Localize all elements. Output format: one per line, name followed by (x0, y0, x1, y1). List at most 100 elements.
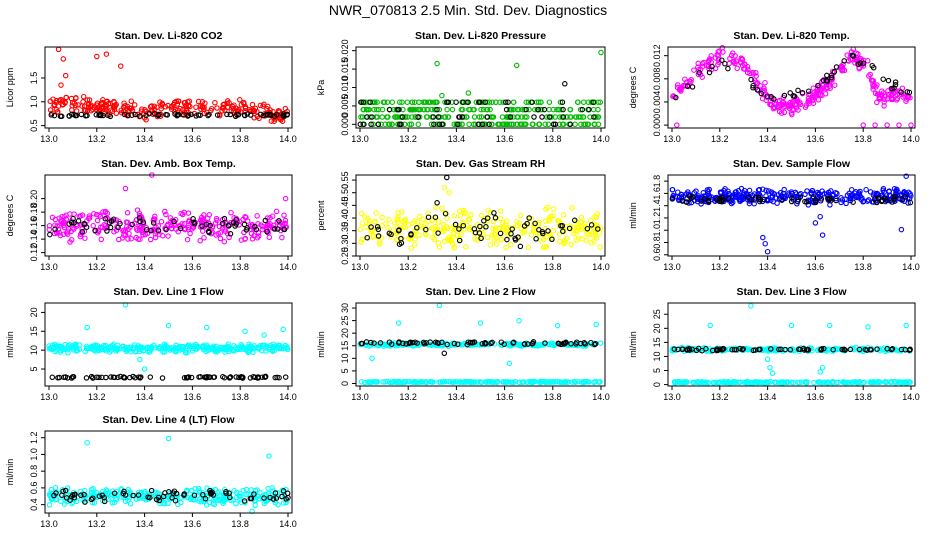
data-point (580, 114, 587, 120)
data-point (584, 121, 591, 128)
data-point (482, 379, 489, 385)
data-point (271, 113, 278, 119)
data-point (162, 208, 168, 215)
data-point (725, 379, 731, 386)
data-point (199, 223, 205, 229)
outlier-point (908, 122, 914, 128)
data-point (359, 236, 365, 243)
data-point (750, 347, 757, 354)
data-point (784, 379, 790, 385)
data-point (698, 198, 704, 204)
data-point (468, 212, 474, 218)
data-point (531, 114, 537, 120)
x-tick-label: 13.6 (184, 392, 202, 402)
y-tick-label: 1.6 (652, 187, 662, 200)
data-point (260, 103, 266, 109)
data-point (496, 121, 503, 128)
outlier-point (441, 350, 448, 357)
data-point (254, 235, 261, 241)
data-point (465, 216, 472, 223)
data-point (414, 379, 421, 386)
data-point (129, 112, 135, 118)
data-point (222, 228, 229, 235)
data-point (128, 349, 134, 355)
data-point (899, 196, 905, 202)
data-point (518, 225, 524, 232)
outlier-point (748, 303, 754, 309)
outlier-point (760, 234, 766, 241)
data-point (276, 218, 282, 224)
panel-title: Stan. Dev. Line 2 Flow (425, 286, 536, 298)
data-point (805, 88, 812, 94)
y-tick-label: 0.30 (340, 235, 350, 253)
data-point (765, 346, 771, 352)
data-point (255, 221, 261, 227)
data-point (575, 99, 581, 105)
data-point (746, 200, 753, 207)
data-point (122, 231, 129, 238)
outlier-point (764, 248, 771, 255)
data-point (500, 227, 507, 233)
data-point (506, 121, 513, 128)
data-point (169, 103, 175, 109)
data-point (575, 378, 581, 385)
outlier-point (137, 356, 143, 363)
data-point (282, 374, 289, 380)
data-point (374, 224, 381, 230)
data-point (484, 114, 491, 120)
data-point (415, 106, 421, 113)
data-point (750, 84, 756, 91)
data-point (454, 379, 460, 385)
data-point (97, 112, 103, 118)
data-point (77, 488, 84, 495)
y-tick-label: 0.25 (340, 247, 350, 265)
data-point (160, 349, 166, 355)
data-point (211, 345, 217, 352)
data-point (737, 198, 743, 205)
data-point (49, 214, 56, 221)
data-point (802, 198, 808, 205)
data-point (61, 219, 67, 225)
data-point (522, 114, 528, 120)
data-point (750, 82, 756, 89)
data-point (892, 79, 899, 85)
panel-title: Stan. Dev. Line 1 Flow (113, 286, 224, 298)
x-tick-label: 13.6 (496, 134, 514, 144)
data-point (581, 340, 587, 346)
data-point (238, 102, 245, 108)
data-point (754, 80, 761, 86)
y-tick-label: 0.004 (652, 91, 662, 114)
data-point (251, 491, 257, 497)
data-point (510, 340, 516, 346)
x-tick-label: 13.6 (807, 262, 825, 272)
panel-title: Stan. Dev. Line 3 Flow (736, 286, 847, 298)
data-point (549, 236, 555, 243)
data-point (163, 211, 169, 218)
data-point (83, 224, 90, 230)
data-point (888, 346, 895, 353)
data-point (533, 236, 539, 242)
data-point (212, 99, 218, 106)
y-tick-label: 0 (340, 381, 350, 386)
data-point (62, 374, 69, 380)
data-point (434, 121, 440, 128)
outlier-point (707, 322, 713, 329)
y-tick-label: 1.2 (29, 431, 39, 444)
outlier-point (446, 189, 452, 196)
data-point (88, 496, 95, 503)
data-point (451, 213, 458, 219)
x-tick-label: 13.4 (448, 392, 466, 402)
y-tick-label: 0.010 (340, 76, 350, 99)
data-point (595, 226, 601, 232)
data-point (199, 99, 206, 105)
data-point (122, 228, 129, 234)
data-point (365, 379, 372, 386)
data-points (357, 302, 604, 386)
data-point (558, 223, 564, 229)
y-tick-label: 0.40 (340, 209, 350, 227)
data-point (379, 222, 385, 229)
data-point (709, 63, 715, 70)
data-point (761, 87, 768, 94)
data-point (197, 237, 203, 244)
outlier-point (812, 220, 819, 226)
